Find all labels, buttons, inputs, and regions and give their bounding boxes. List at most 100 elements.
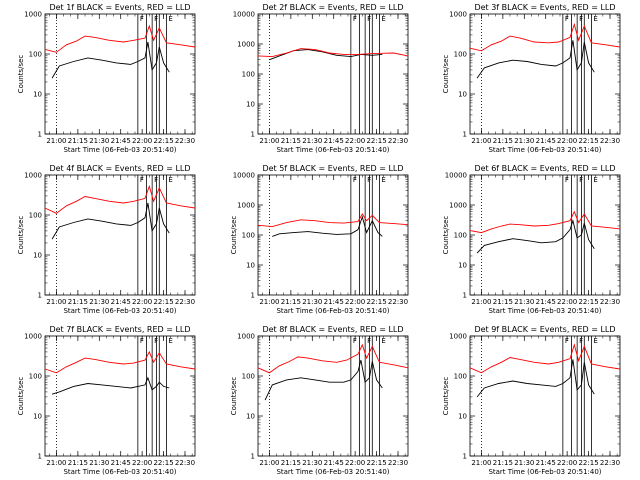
panel-title: Det 9f BLACK = Events, RED = LLD <box>474 325 615 334</box>
y-axis-label: Counts/sec <box>442 216 450 255</box>
y-tick-label: 1 <box>463 453 467 461</box>
interval-label: E <box>593 176 597 184</box>
y-tick-label: 1 <box>38 131 42 139</box>
x-tick-label: 22:15 <box>153 459 173 467</box>
x-tick-label: 21:30 <box>514 459 534 467</box>
interval-label: F <box>353 337 357 345</box>
x-tick-label: 21:00 <box>471 459 491 467</box>
y-tick-label: 1 <box>38 292 42 300</box>
y-tick-label: 100 <box>29 373 42 381</box>
interval-label: E <box>593 337 597 345</box>
x-tick-label: 22:00 <box>132 137 152 145</box>
x-tick-label: 21:00 <box>46 137 66 145</box>
y-tick-label: 10 <box>246 101 255 109</box>
x-tick-label: 22:00 <box>345 459 365 467</box>
y-tick-label: 10 <box>458 262 467 270</box>
x-tick-label: 21:30 <box>302 459 322 467</box>
x-tick-label: 21:45 <box>536 459 556 467</box>
interval-label: F <box>353 176 357 184</box>
x-tick-label: 21:45 <box>111 298 131 306</box>
x-tick-label: 22:30 <box>175 459 195 467</box>
panel-title: Det 2f BLACK = Events, RED = LLD <box>262 3 403 12</box>
x-tick-label: 21:45 <box>324 137 344 145</box>
lld-series-line <box>44 350 196 374</box>
y-tick-label: 10000 <box>445 172 467 180</box>
x-tick-label: 22:30 <box>175 137 195 145</box>
y-tick-label: 100 <box>29 212 42 220</box>
x-tick-label: 21:30 <box>89 137 109 145</box>
panel-8: Det 8f BLACK = Events, RED = LLD 1 10 100 10… <box>230 325 409 476</box>
y-tick-label: 1000 <box>24 172 42 180</box>
plot-frame <box>469 335 621 457</box>
x-tick-label: 21:30 <box>514 137 534 145</box>
y-tick-label: 1 <box>463 292 467 300</box>
panel-title: Det 4f BLACK = Events, RED = LLD <box>49 164 190 173</box>
x-axis-label: Start Time (06-Feb-03 20:51:40) <box>488 146 601 154</box>
events-series-line <box>264 359 383 401</box>
x-tick-label: 21:15 <box>281 459 301 467</box>
interval-label: E <box>381 15 385 23</box>
interval-label: E <box>381 176 385 184</box>
events-series-line <box>51 41 170 79</box>
interval-label: F <box>140 15 144 23</box>
lld-series-line <box>257 343 409 374</box>
x-tick-label: 21:00 <box>46 459 66 467</box>
y-tick-label: 10000 <box>233 11 255 19</box>
x-tick-label: 22:15 <box>578 459 598 467</box>
x-tick-label: 21:15 <box>493 459 513 467</box>
interval-label: F <box>367 176 371 184</box>
panel-title: Det 5f BLACK = Events, RED = LLD <box>262 164 403 173</box>
panel-9: Det 9f BLACK = Events, RED = LLD 1 10 100 10… <box>442 325 621 476</box>
x-tick-label: 22:30 <box>175 298 195 306</box>
events-series-line <box>51 376 170 395</box>
y-tick-label: 1000 <box>449 202 467 210</box>
y-tick-label: 100 <box>454 373 467 381</box>
x-tick-label: 21:00 <box>259 459 279 467</box>
y-tick-label: 1000 <box>237 41 255 49</box>
x-tick-label: 22:30 <box>388 298 408 306</box>
x-tick-label: 22:00 <box>557 137 577 145</box>
y-tick-label: 10 <box>246 413 255 421</box>
x-tick-label: 21:30 <box>89 459 109 467</box>
lld-series-line <box>469 210 621 234</box>
lld-series-line <box>257 213 409 228</box>
events-series-line <box>476 40 595 79</box>
y-tick-label: 1000 <box>237 333 255 341</box>
y-tick-label: 100 <box>242 373 255 381</box>
panel-6: Det 6f BLACK = Events, RED = LLD 1 10 100 10… <box>442 164 621 315</box>
x-tick-label: 21:00 <box>46 298 66 306</box>
panel-7: Det 7f BLACK = Events, RED = LLD 1 10 100 10… <box>17 325 196 476</box>
x-tick-label: 21:45 <box>111 137 131 145</box>
x-tick-label: 21:30 <box>302 298 322 306</box>
x-axis-label: Start Time (06-Feb-03 20:51:40) <box>63 146 176 154</box>
events-series-line <box>51 202 170 240</box>
panel-1: Det 1f BLACK = Events, RED = LLD 1 10 100 10… <box>17 3 196 154</box>
x-tick-label: 21:45 <box>536 298 556 306</box>
plot-frame <box>469 13 621 135</box>
y-axis-label: Counts/sec <box>230 377 238 416</box>
interval-label: F <box>140 337 144 345</box>
x-tick-label: 21:00 <box>259 298 279 306</box>
panel-title: Det 3f BLACK = Events, RED = LLD <box>474 3 615 12</box>
events-series-line <box>476 219 595 254</box>
lld-series-line <box>469 22 621 52</box>
y-axis-label: Counts/sec <box>442 377 450 416</box>
x-tick-label: 22:15 <box>578 137 598 145</box>
x-tick-label: 21:15 <box>281 137 301 145</box>
x-tick-label: 21:15 <box>281 298 301 306</box>
x-tick-label: 22:30 <box>388 137 408 145</box>
interval-label: E <box>168 15 172 23</box>
lld-series-line <box>44 24 196 53</box>
y-tick-label: 1 <box>251 292 255 300</box>
x-tick-label: 21:00 <box>259 137 279 145</box>
interval-label: E <box>168 337 172 345</box>
y-tick-label: 1 <box>463 131 467 139</box>
panel-title: Det 8f BLACK = Events, RED = LLD <box>262 325 403 334</box>
y-tick-label: 1000 <box>237 202 255 210</box>
interval-label: F <box>579 176 583 184</box>
y-tick-label: 100 <box>454 232 467 240</box>
panel-3: Det 3f BLACK = Events, RED = LLD 1 10 100 10… <box>442 3 621 154</box>
interval-label: F <box>154 337 158 345</box>
interval-label: E <box>168 176 172 184</box>
x-tick-label: 22:15 <box>366 459 386 467</box>
